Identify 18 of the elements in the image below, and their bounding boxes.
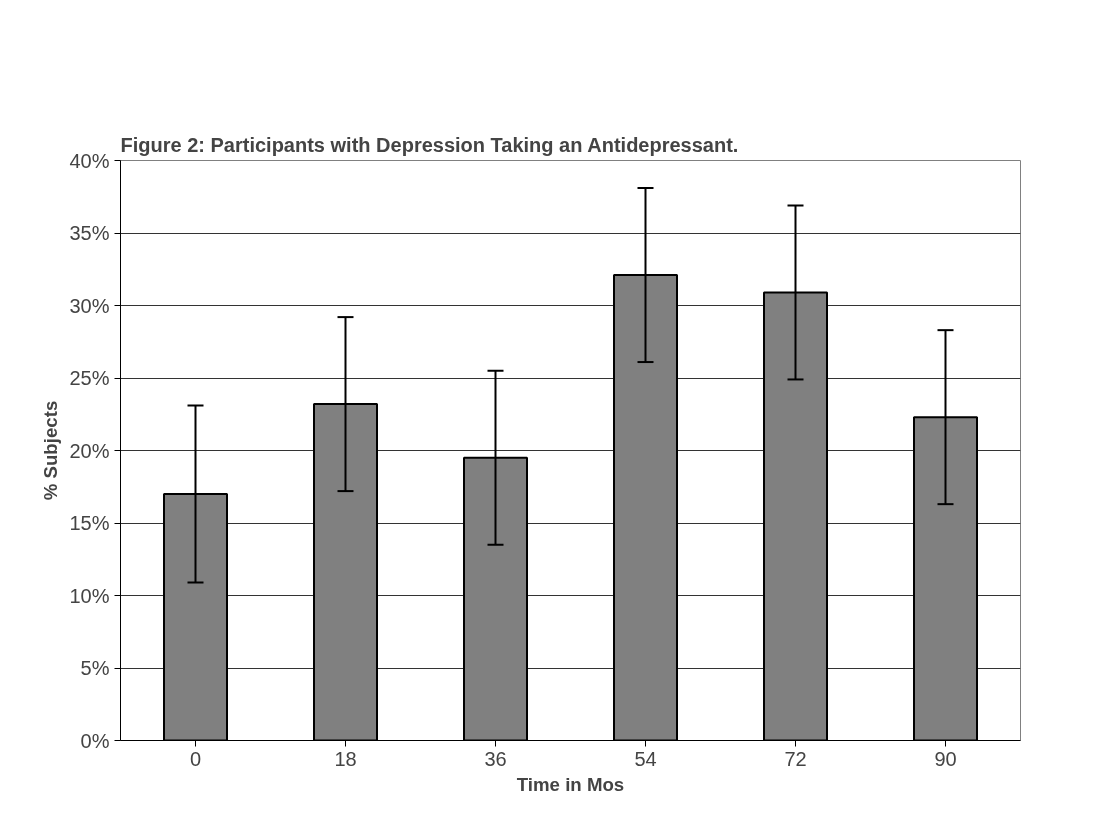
y-tick-label: 35% xyxy=(69,222,110,244)
y-tick-label: 15% xyxy=(69,512,110,534)
y-tick-label: 20% xyxy=(69,439,110,462)
chart-title: Figure 2: Participants with Depression Taking an Antidepressant. xyxy=(120,133,739,156)
x-tick-label: 0 xyxy=(189,747,202,770)
x-tick-label: 36 xyxy=(484,747,507,770)
y-tick-label: 5% xyxy=(80,657,110,679)
y-axis-title: % Subjects xyxy=(40,400,62,501)
y-tick-label: 25% xyxy=(69,367,110,389)
x-tick-label: 18 xyxy=(334,747,357,770)
x-tick-label: 72 xyxy=(784,747,807,770)
y-tick-label: 10% xyxy=(69,584,110,607)
y-tick-label: 0% xyxy=(80,729,110,752)
x-tick-label: 54 xyxy=(634,747,657,770)
y-tick-label: 40% xyxy=(69,149,110,172)
x-tick-label: 90 xyxy=(934,747,957,770)
x-axis-title: Time in Mos xyxy=(516,773,625,795)
y-tick-label: 30% xyxy=(69,294,110,317)
